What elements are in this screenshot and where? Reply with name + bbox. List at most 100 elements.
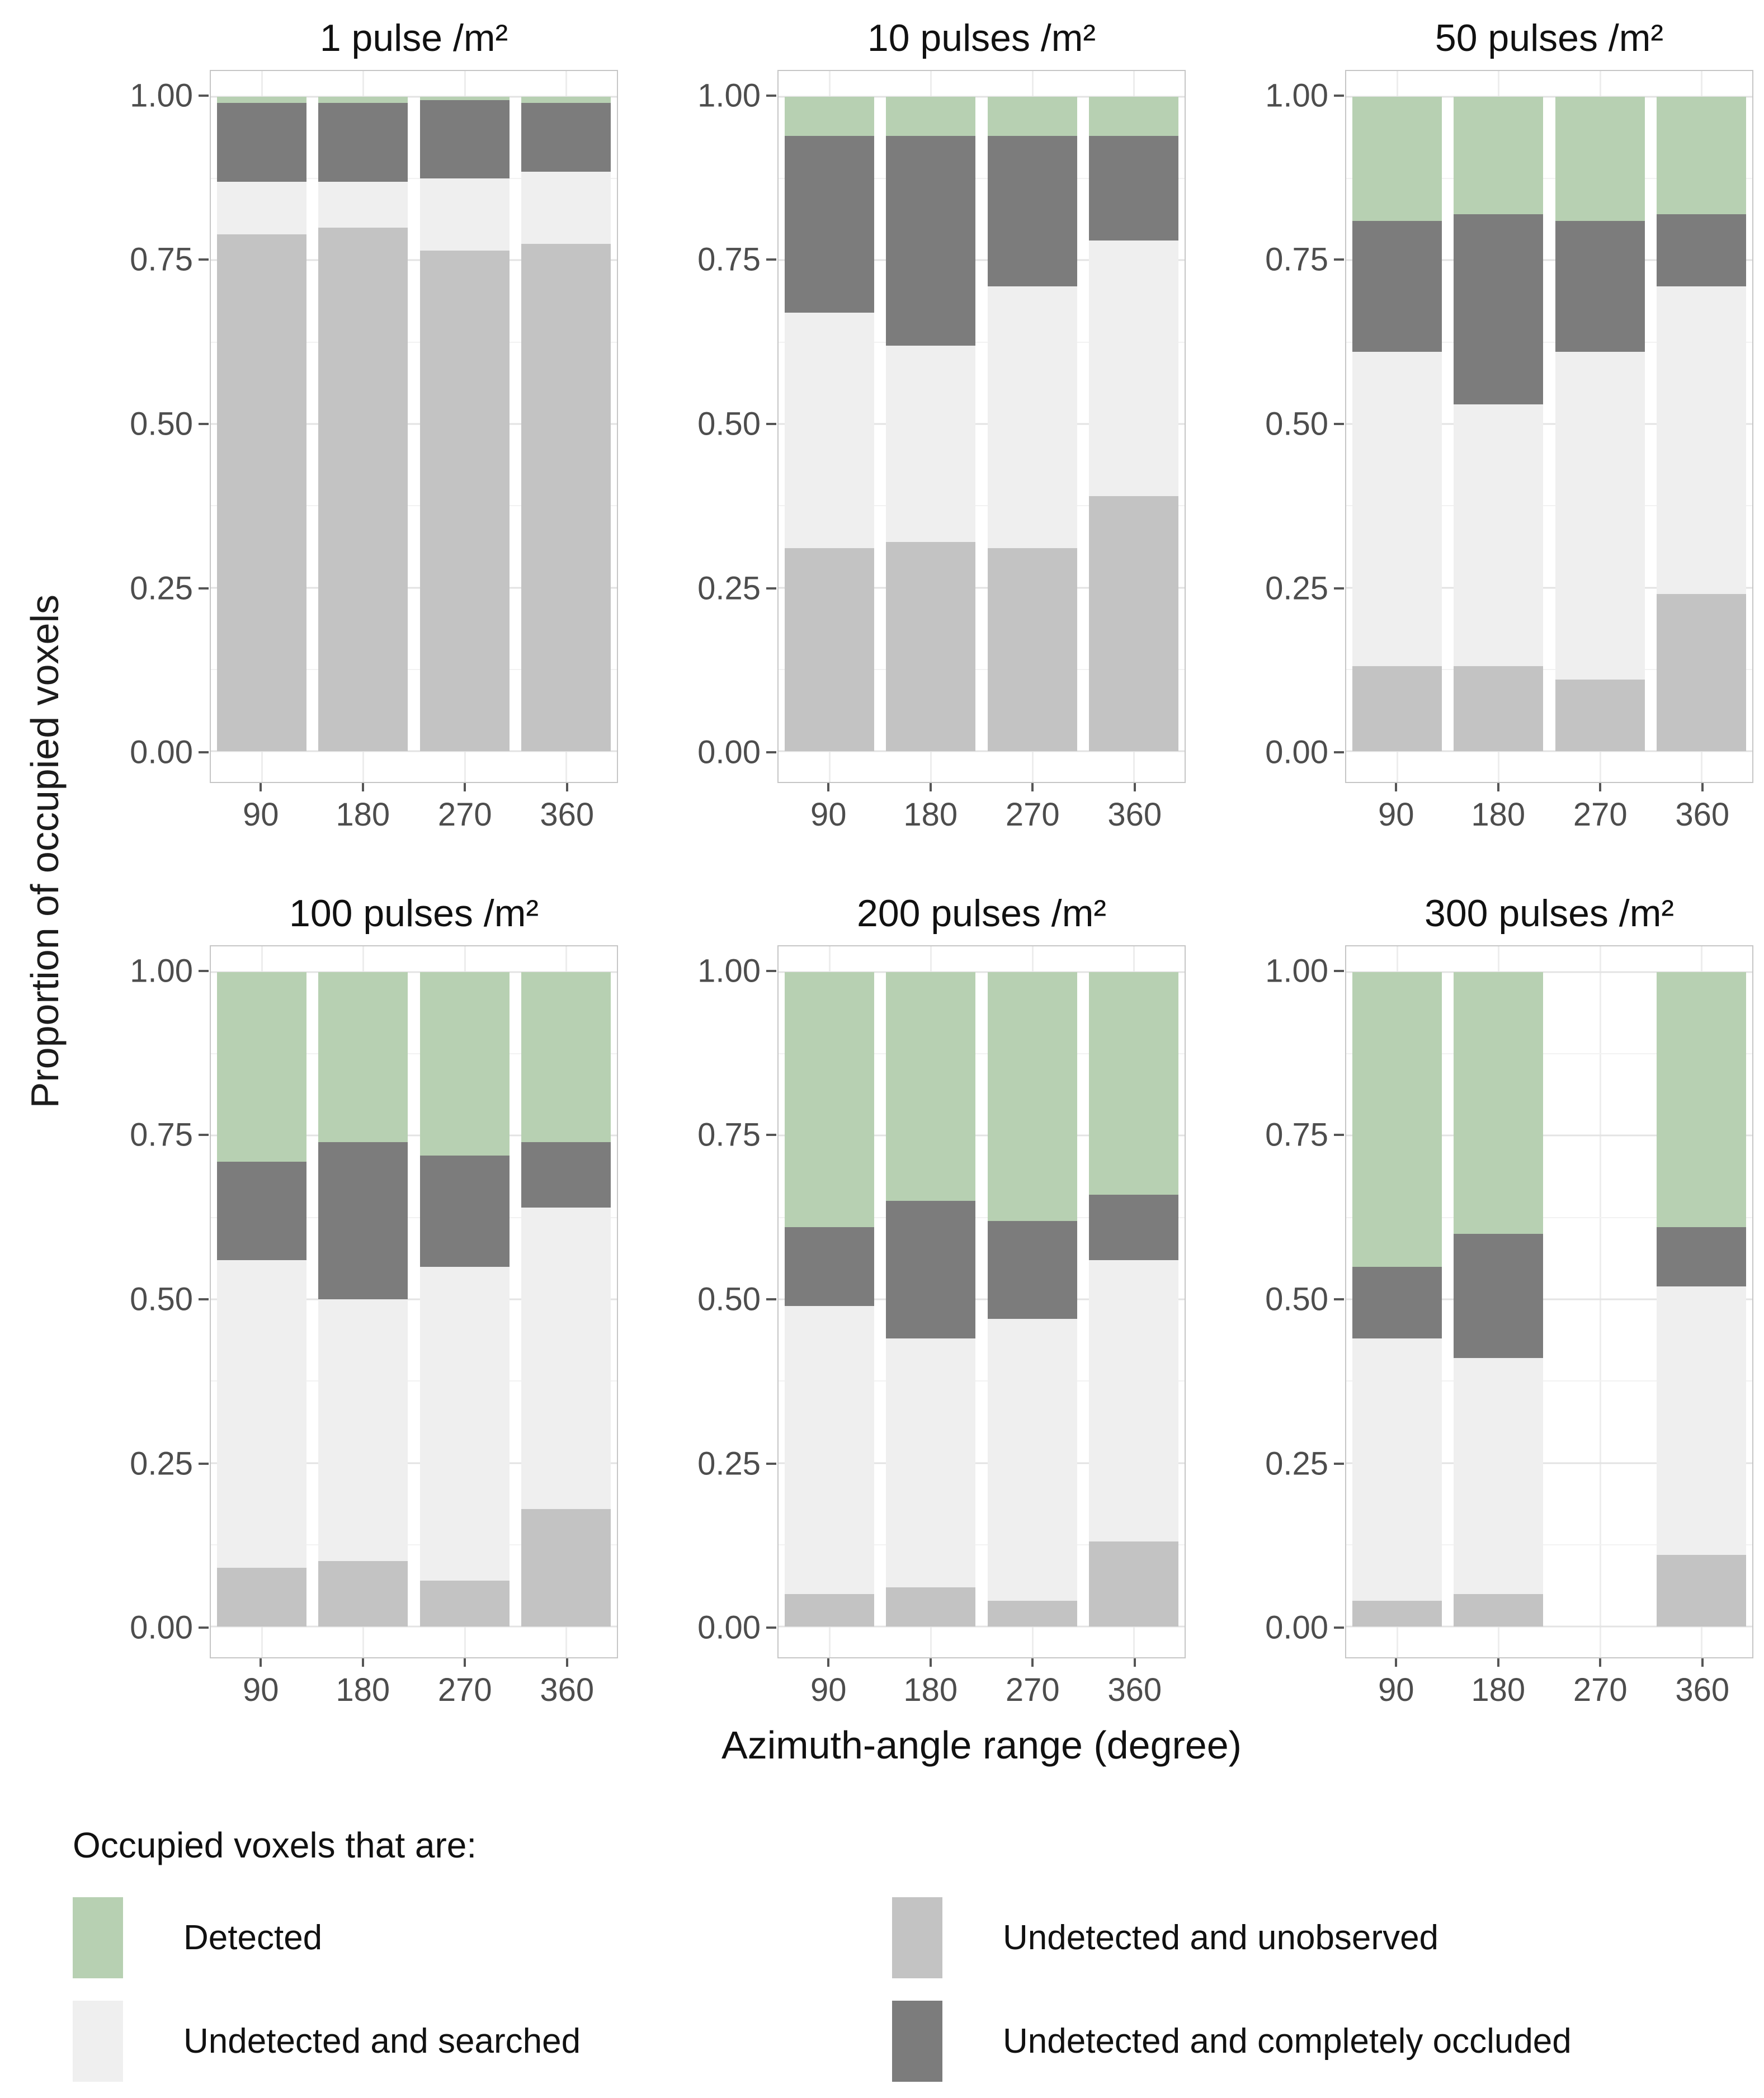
x-tick-360: 360: [1084, 1658, 1186, 1709]
bar-360-segment-unobserved: [1657, 1554, 1747, 1627]
y-tick-mark: [766, 1462, 776, 1465]
bar-270-segment-unobserved: [1555, 679, 1645, 752]
bar-180-segment-unobserved: [318, 1561, 408, 1627]
bar-slot-180: [1448, 972, 1550, 1627]
y-tick-label: 0.75: [1265, 241, 1328, 278]
bar-360-segment-occluded: [521, 103, 611, 172]
bar-360-segment-occluded: [1657, 1227, 1747, 1286]
major-gridline: [779, 259, 1185, 261]
x-tick-label: 360: [1675, 796, 1730, 833]
bar-270-segment-occluded: [987, 136, 1077, 287]
x-tick-270: 270: [1549, 783, 1652, 833]
minor-gridline: [779, 1053, 1185, 1055]
bar-slot-270: [1549, 96, 1651, 752]
x-tick-90: 90: [777, 783, 880, 833]
y-tick-label: 1.00: [1265, 77, 1328, 114]
bar-90-segment-occluded: [216, 1162, 306, 1260]
legend-swatch-searched-icon: [73, 2001, 123, 2082]
major-gridline: [211, 423, 617, 425]
y-axis: 1.00 0.75 0.50 0.25 0.00: [697, 945, 777, 1658]
y-tick-label: 1.00: [130, 953, 193, 989]
y-tick-label: 1.00: [1265, 953, 1328, 989]
legend-label-detected: Detected: [183, 1918, 323, 1957]
y-tick-label: 0.75: [130, 241, 193, 278]
major-gridline: [779, 750, 1185, 752]
y-tick-label: 0.50: [1265, 1281, 1328, 1318]
major-gridline: [211, 259, 617, 261]
bar-row: [211, 972, 617, 1627]
bar-180-segment-unobserved: [1454, 666, 1544, 752]
bar-270-segment-unobserved: [987, 1600, 1077, 1627]
bar-slot-360: [1651, 96, 1753, 752]
x-tick-270: 270: [982, 783, 1084, 833]
legend-swatch-unobserved-icon: [892, 1897, 942, 1978]
x-tick-label: 90: [1378, 796, 1414, 833]
x-tick-label: 360: [1107, 796, 1162, 833]
bar-row: [779, 972, 1185, 1627]
major-gridline: [211, 750, 617, 752]
y-tick-mark: [1334, 1298, 1344, 1301]
x-tick-360: 360: [516, 783, 619, 833]
bar-360-segment-unobserved: [1089, 1541, 1179, 1627]
major-gridline: [1346, 96, 1752, 98]
bars-area: [1346, 971, 1753, 1628]
y-tick-label: 0.50: [697, 1281, 761, 1318]
y-tick-label: 0.75: [697, 1116, 761, 1153]
y-tick-mark: [199, 1298, 209, 1301]
x-tick-label: 90: [810, 796, 847, 833]
bar-270-segment-occluded: [419, 1155, 510, 1267]
minor-gridline: [1346, 505, 1752, 507]
bar-slot-360: [1651, 972, 1753, 1627]
bar-360-segment-searched: [521, 172, 611, 244]
bar-360-segment-detected: [1089, 972, 1179, 1195]
panel-title: 100 pulses /m²: [289, 892, 539, 935]
bar-90-segment-detected: [216, 972, 306, 1162]
bar-180-segment-occluded: [318, 1142, 408, 1300]
y-tick-mark: [1334, 969, 1344, 972]
bar-360-segment-searched: [1657, 286, 1747, 595]
minor-gridline: [779, 505, 1185, 507]
bar-180-segment-unobserved: [318, 227, 408, 752]
bar-180-segment-searched: [318, 1299, 408, 1562]
x-tick-mark: [1497, 1658, 1499, 1667]
y-tick-mark: [199, 1462, 209, 1465]
x-tick-mark: [1133, 783, 1136, 791]
y-axis-scale: 1.00 0.75 0.50 0.25 0.00: [130, 953, 210, 1646]
y-axis: 1.00 0.75 0.50 0.25 0.00: [1265, 70, 1345, 783]
x-tick-label: 90: [242, 1672, 279, 1708]
major-gridline: [779, 1625, 1185, 1628]
bar-slot-180: [880, 96, 982, 752]
y-axis-scale: 1.00 0.75 0.50 0.25 0.00: [697, 77, 777, 771]
bar-slot-270: [414, 972, 516, 1627]
x-tick-label: 90: [242, 796, 279, 833]
minor-gridline: [779, 178, 1185, 180]
bar-270-segment-unobserved: [987, 548, 1077, 752]
minor-gridline: [211, 669, 617, 671]
x-axis: 90 180 270 360: [1345, 1658, 1753, 1709]
bar-180-segment-occluded: [886, 136, 976, 346]
major-gridline: [211, 96, 617, 98]
bar-slot-90: [211, 972, 313, 1627]
y-tick-label: 0.00: [1265, 734, 1328, 771]
legend-label-occluded: Undetected and completely occluded: [1003, 2022, 1572, 2061]
y-axis-title: Proportion of occupied voxels: [23, 595, 67, 1109]
plot-panel: [210, 70, 618, 783]
panel-title: 200 pulses /m²: [857, 892, 1106, 935]
x-tick-mark: [1395, 783, 1398, 791]
panel-5: 200 pulses /m² 1.00 0.75 0.50 0.25 0.00 90 180 2…: [697, 881, 1186, 1709]
bar-270-segment-detected: [987, 96, 1077, 136]
bar-180-segment-searched: [1454, 1358, 1544, 1594]
x-axis: 90 180 270 360: [1345, 783, 1753, 833]
plot-panel: [1345, 70, 1753, 783]
x-tick-mark: [1395, 1658, 1398, 1667]
x-tick-90: 90: [210, 1658, 312, 1709]
bar-90-segment-searched: [216, 181, 306, 234]
bar-slot-180: [313, 96, 414, 752]
legend-title: Occupied voxels that are:: [73, 1825, 477, 1865]
legend-swatch-detected-icon: [73, 1897, 123, 1978]
bar-360-segment-occluded: [1089, 136, 1179, 241]
bar-90-segment-unobserved: [216, 234, 306, 752]
x-tick-label: 180: [1471, 796, 1526, 833]
bar-360-segment-searched: [1657, 1286, 1747, 1555]
bar-270-segment-searched: [1555, 352, 1645, 680]
